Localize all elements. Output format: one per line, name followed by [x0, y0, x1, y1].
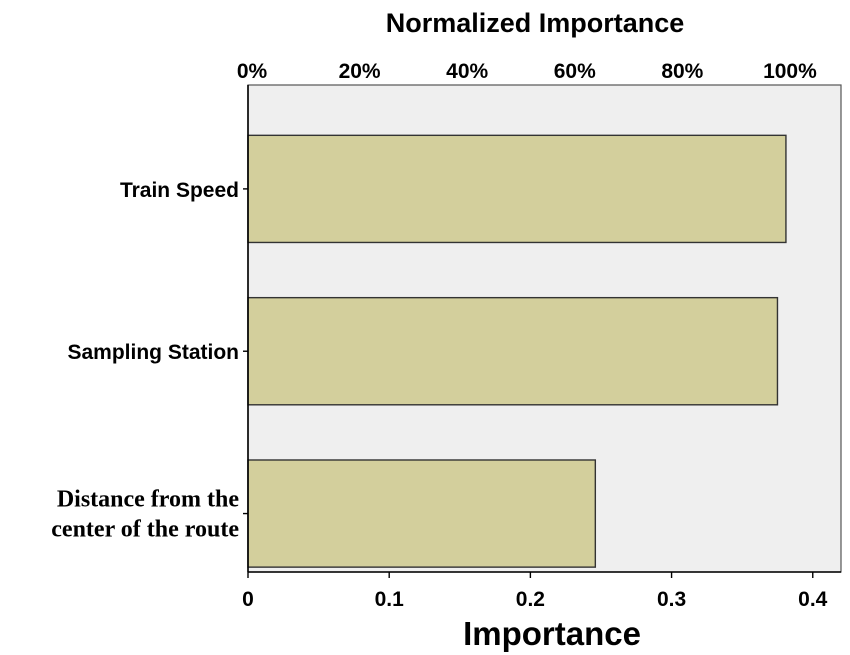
top-tick-label: 80% — [661, 60, 703, 83]
bar-3 — [247, 459, 597, 568]
category-label: Sampling Station — [67, 341, 239, 364]
top-tick-label: 40% — [446, 60, 488, 83]
x-tick-label: 0 — [242, 588, 254, 611]
x-axis-title: Importance — [463, 615, 641, 652]
bar-2 — [247, 296, 779, 406]
category-label: Distance from the center of the route — [51, 487, 239, 543]
bar-1 — [247, 134, 787, 244]
top-tick-label: 60% — [554, 60, 596, 83]
top-tick-label: 100% — [763, 60, 817, 83]
top-tick-label: 20% — [339, 60, 381, 83]
x-tick-label: 0.1 — [375, 588, 405, 611]
x-tick-label: 0.3 — [657, 588, 686, 611]
x-tick-label: 0.2 — [516, 588, 545, 611]
top-axis-title: Normalized Importance — [386, 8, 685, 38]
x-tick-label: 0.4 — [798, 588, 828, 611]
category-label: Train Speed — [120, 179, 239, 202]
top-tick-label: 0% — [237, 60, 268, 83]
